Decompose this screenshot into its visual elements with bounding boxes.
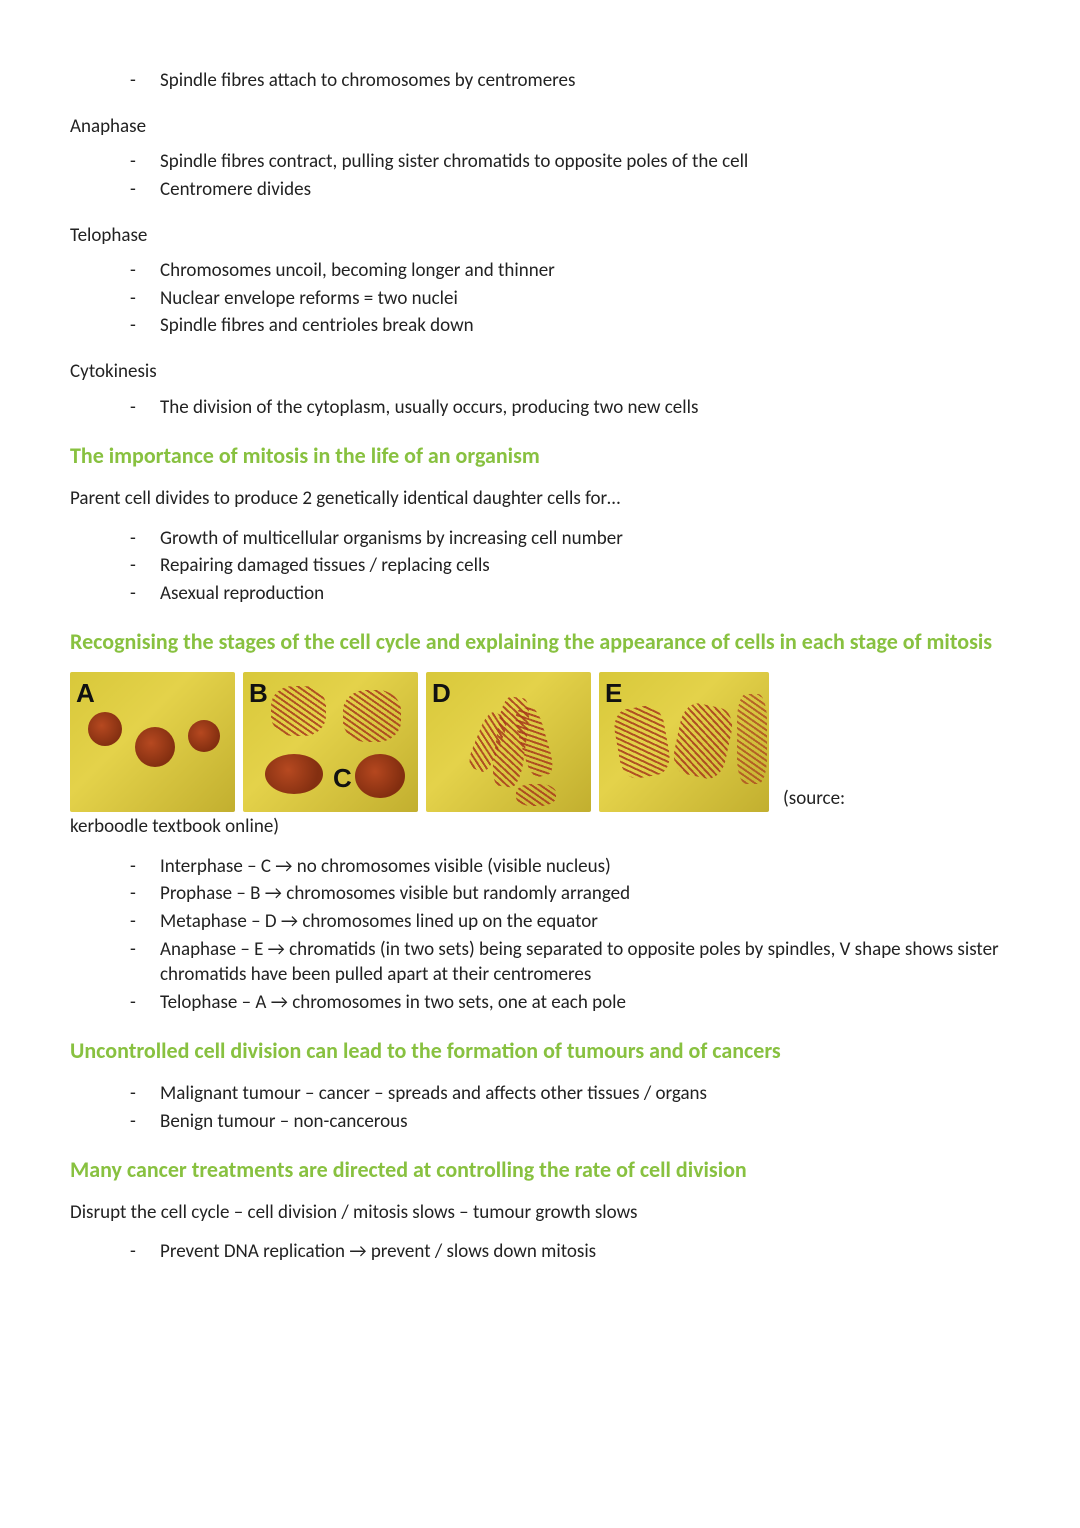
image-source-prefix: (source: [783,786,845,812]
mitosis-panel-e: E [599,672,769,812]
telophase-heading: Telophase [70,223,1010,249]
list-item: Nuclear envelope reforms = two nuclei [130,286,1010,312]
list-item: Chromosomes uncoil, becoming longer and … [130,258,1010,284]
list-item: Repairing damaged tissues / replacing ce… [130,553,1010,579]
treatments-para: Disrupt the cell cycle – cell division /… [70,1200,1010,1226]
list-item: Spindle fibres contract, pulling sister … [130,149,1010,175]
list-item: Centromere divides [130,177,1010,203]
list-item: Growth of multicellular organisms by inc… [130,526,1010,552]
list-item: Benign tumour – non-cancerous [130,1109,1010,1135]
mitosis-panel-a: A [70,672,235,812]
list-item: Malignant tumour – cancer – spreads and … [130,1081,1010,1107]
recognising-list: Interphase – C → no chromosomes visible … [70,854,1010,1016]
cytokinesis-heading: Cytokinesis [70,359,1010,385]
anaphase-heading: Anaphase [70,114,1010,140]
telophase-list: Chromosomes uncoil, becoming longer and … [70,258,1010,339]
list-item: Metaphase – D → chromosomes lined up on … [130,909,1010,935]
list-item: Telophase – A → chromosomes in two sets,… [130,990,1010,1016]
importance-heading: The importance of mitosis in the life of… [70,442,1010,470]
list-item: Interphase – C → no chromosomes visible … [130,854,1010,880]
importance-list: Growth of multicellular organisms by inc… [70,526,1010,607]
mitosis-panel-d: D [426,672,591,812]
treatments-heading: Many cancer treatments are directed at c… [70,1156,1010,1184]
list-item: Prophase – B → chromosomes visible but r… [130,881,1010,907]
list-item: Asexual reproduction [130,581,1010,607]
mitosis-panel-bc: B C [243,672,418,812]
list-item: Spindle fibres attach to chromosomes by … [130,68,1010,94]
intro-list: Spindle fibres attach to chromosomes by … [70,68,1010,94]
recognising-heading: Recognising the stages of the cell cycle… [70,628,1010,656]
uncontrolled-heading: Uncontrolled cell division can lead to t… [70,1037,1010,1065]
cytokinesis-list: The division of the cytoplasm, usually o… [70,395,1010,421]
anaphase-list: Spindle fibres contract, pulling sister … [70,149,1010,202]
uncontrolled-list: Malignant tumour – cancer – spreads and … [70,1081,1010,1134]
list-item: Anaphase – E → chromatids (in two sets) … [130,937,1010,988]
list-item: Spindle fibres and centrioles break down [130,313,1010,339]
mitosis-image-row: A B C D E (sou [70,672,1010,812]
treatments-list: Prevent DNA replication → prevent / slow… [70,1239,1010,1265]
importance-para: Parent cell divides to produce 2 genetic… [70,486,1010,512]
list-item: Prevent DNA replication → prevent / slow… [130,1239,1010,1265]
image-source-line2: kerboodle textbook online) [70,814,1010,840]
list-item: The division of the cytoplasm, usually o… [130,395,1010,421]
